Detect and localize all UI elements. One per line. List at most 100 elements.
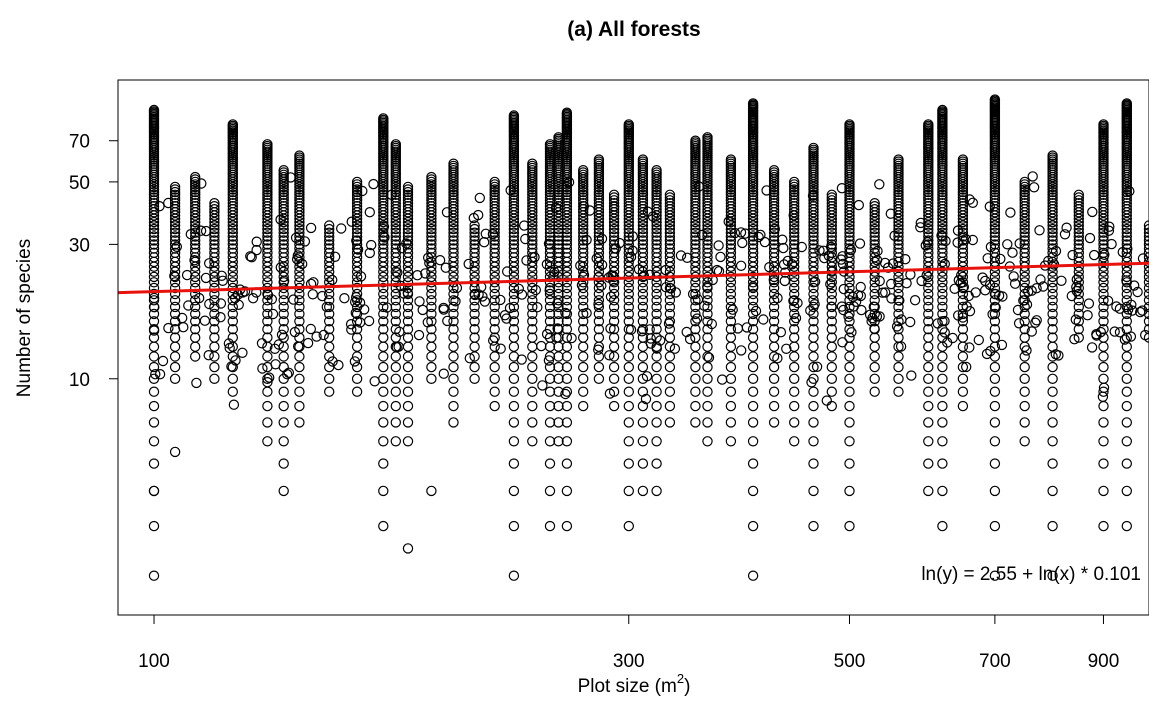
data-point: [755, 229, 766, 241]
data-point: [895, 341, 907, 352]
data-point: [605, 291, 617, 302]
data-point: [561, 436, 573, 447]
data-point: [747, 332, 759, 343]
data-point: [775, 327, 787, 338]
data-point: [808, 520, 819, 532]
data-point: [379, 232, 390, 243]
data-point: [608, 288, 620, 300]
data-point: [402, 189, 414, 200]
data-point: [789, 235, 800, 246]
data-point: [576, 280, 588, 291]
data-point: [838, 283, 850, 295]
data-point: [637, 417, 649, 428]
data-point: [262, 266, 273, 277]
data-point: [690, 186, 701, 198]
data-point: [294, 247, 305, 258]
data-point: [593, 373, 605, 384]
data-point: [702, 195, 713, 206]
data-point: [294, 220, 305, 231]
data-point: [747, 308, 759, 320]
data-point: [916, 275, 927, 287]
data-point: [578, 373, 589, 384]
data-point: [664, 361, 676, 373]
data-point: [189, 197, 201, 209]
data-point: [402, 216, 414, 228]
data-point: [508, 110, 520, 121]
data-point: [169, 223, 181, 235]
data-point: [169, 361, 181, 373]
data-point: [995, 253, 1006, 265]
data-point: [351, 227, 363, 238]
data-point: [209, 332, 220, 343]
data-point: [690, 184, 701, 195]
data-point: [637, 316, 649, 327]
data-point: [148, 417, 160, 428]
data-point: [1103, 225, 1115, 236]
data-point: [747, 351, 759, 362]
data-point: [1047, 417, 1058, 428]
data-point: [893, 316, 904, 327]
data-point: [1070, 314, 1082, 325]
data-point: [593, 220, 605, 231]
data-point: [189, 171, 201, 183]
data-point: [937, 189, 948, 200]
data-point: [209, 239, 220, 250]
data-point: [989, 332, 1001, 343]
data-point: [189, 189, 201, 200]
data-point: [725, 154, 737, 165]
data-point: [502, 266, 513, 277]
data-point: [561, 223, 573, 235]
data-point: [278, 324, 289, 335]
data-point: [392, 267, 403, 278]
data-point: [1073, 243, 1085, 254]
data-point: [1098, 400, 1109, 412]
data-point: [294, 235, 305, 246]
data-point: [623, 417, 635, 428]
data-point: [651, 231, 662, 242]
data-point: [169, 181, 181, 193]
data-point: [262, 139, 273, 150]
data-point: [747, 288, 759, 300]
data-point: [637, 485, 649, 497]
data-point: [690, 316, 701, 327]
data-point: [278, 186, 289, 198]
data-point: [169, 231, 181, 242]
data-point: [837, 337, 848, 348]
data-point: [324, 341, 335, 352]
data-point: [1073, 239, 1085, 250]
data-point: [808, 231, 819, 242]
data-point: [508, 373, 520, 384]
data-point: [1121, 227, 1133, 238]
data-point: [402, 301, 414, 313]
data-point: [636, 326, 648, 337]
data-point: [508, 223, 520, 235]
data-point: [508, 324, 520, 335]
data-point: [489, 341, 500, 352]
data-point: [664, 189, 676, 200]
data-point: [768, 192, 780, 203]
data-point: [1013, 318, 1025, 329]
data-point: [324, 243, 335, 254]
data-point: [623, 485, 635, 497]
data-point: [148, 189, 160, 200]
data-point: [544, 277, 556, 288]
data-point: [294, 417, 305, 428]
data-point: [402, 197, 414, 209]
data-point: [402, 195, 414, 206]
data-point: [651, 216, 662, 228]
data-point: [527, 197, 538, 209]
data-point: [189, 192, 201, 203]
data-point: [489, 373, 500, 384]
data-point: [351, 243, 363, 254]
data-point: [826, 400, 838, 412]
data-point: [257, 363, 268, 374]
data-point: [339, 293, 350, 304]
x-tick-label: 100: [138, 651, 170, 672]
data-point: [747, 485, 759, 497]
data-point: [1121, 485, 1133, 497]
data-point: [740, 228, 751, 239]
data-point: [350, 296, 361, 308]
data-point: [561, 417, 573, 428]
data-point: [262, 377, 273, 388]
data-point: [789, 288, 800, 300]
